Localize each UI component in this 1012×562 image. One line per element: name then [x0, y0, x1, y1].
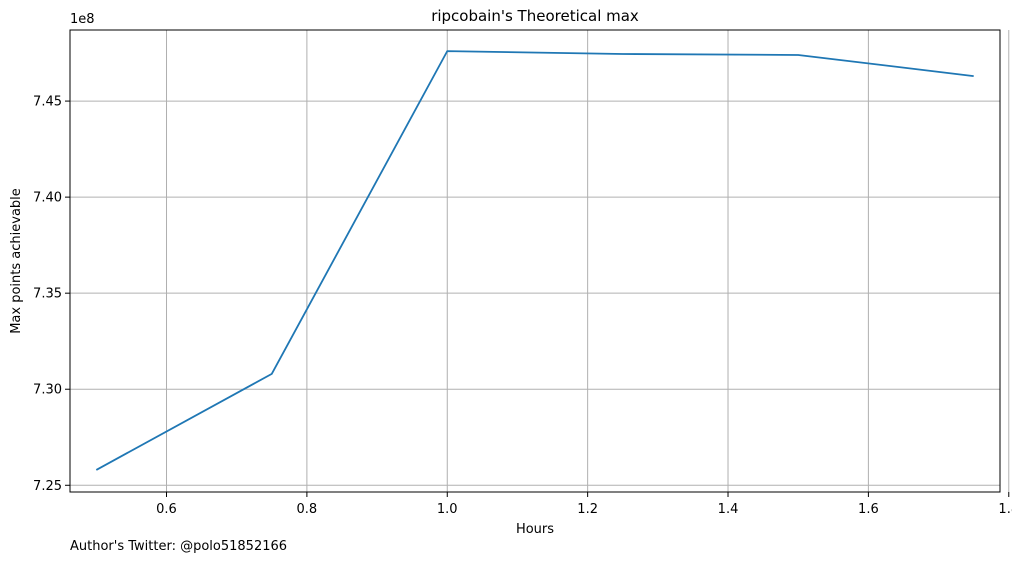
author-credit: Author's Twitter: @polo51852166: [70, 539, 287, 554]
x-tick-label: 1.0: [437, 502, 458, 517]
chart-title: ripcobain's Theoretical max: [431, 7, 639, 25]
grid: [70, 30, 1010, 492]
x-tick-label: 1.6: [858, 502, 879, 517]
y-tick-label: 7.35: [33, 287, 62, 302]
series-layer: [95, 50, 974, 471]
plot-frame: [69, 29, 1001, 493]
x-tick-label: 1.8: [998, 502, 1012, 517]
y-offset-label: 1e8: [70, 12, 95, 27]
x-tick-label: 0.8: [297, 502, 318, 517]
y-tick-label: 7.25: [33, 479, 62, 494]
y-tick-label: 7.40: [33, 191, 62, 206]
x-axis-label: Hours: [516, 522, 554, 537]
y-tick-label: 7.30: [33, 383, 62, 398]
series-line: [95, 50, 974, 471]
x-tick-label: 1.4: [718, 502, 739, 517]
x-tick-label: 1.2: [577, 502, 598, 517]
ticks: 0.6 0.8 1.0 1.2 1.4 1.6 1.8 7.25 7.30 7.35 7.40 7.4…: [33, 95, 1012, 517]
y-tick-label: 7.45: [33, 95, 62, 110]
x-tick-label: 0.6: [156, 502, 177, 517]
y-axis-label: Max points achievable: [9, 188, 24, 334]
